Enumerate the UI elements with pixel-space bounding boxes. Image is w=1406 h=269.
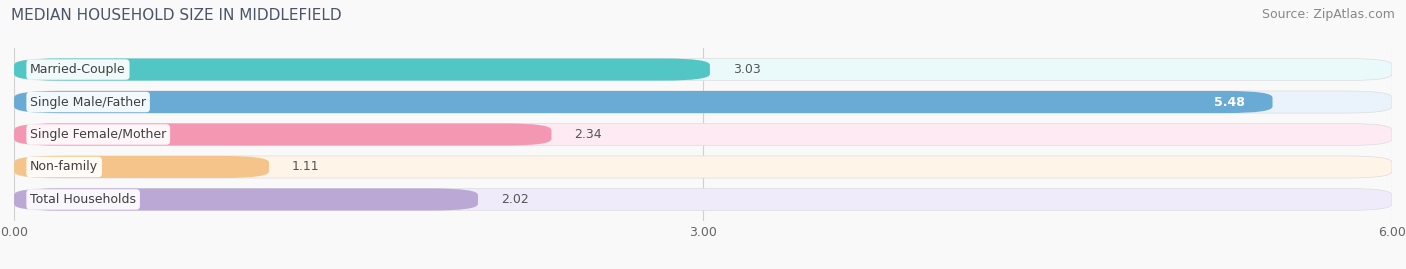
FancyBboxPatch shape [14, 123, 551, 146]
Text: MEDIAN HOUSEHOLD SIZE IN MIDDLEFIELD: MEDIAN HOUSEHOLD SIZE IN MIDDLEFIELD [11, 8, 342, 23]
Text: 5.48: 5.48 [1215, 95, 1244, 108]
Text: 3.03: 3.03 [733, 63, 761, 76]
Text: Source: ZipAtlas.com: Source: ZipAtlas.com [1261, 8, 1395, 21]
Text: 2.34: 2.34 [575, 128, 602, 141]
FancyBboxPatch shape [14, 58, 710, 81]
Text: Single Female/Mother: Single Female/Mother [30, 128, 166, 141]
FancyBboxPatch shape [14, 123, 1392, 146]
Text: Married-Couple: Married-Couple [30, 63, 125, 76]
Text: Single Male/Father: Single Male/Father [30, 95, 146, 108]
FancyBboxPatch shape [14, 58, 1392, 81]
Text: 2.02: 2.02 [501, 193, 529, 206]
Text: 1.11: 1.11 [292, 161, 319, 174]
FancyBboxPatch shape [14, 156, 269, 178]
FancyBboxPatch shape [14, 91, 1392, 113]
FancyBboxPatch shape [14, 91, 1272, 113]
Text: Total Households: Total Households [30, 193, 136, 206]
FancyBboxPatch shape [14, 188, 1392, 211]
FancyBboxPatch shape [14, 188, 478, 211]
Text: Non-family: Non-family [30, 161, 98, 174]
FancyBboxPatch shape [14, 156, 1392, 178]
